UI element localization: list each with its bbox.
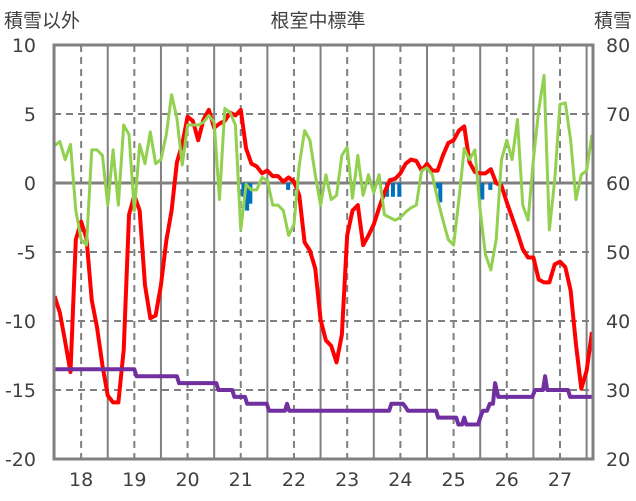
y-tick-left: -20 xyxy=(5,449,36,471)
x-tick: 24 xyxy=(388,469,412,491)
y-tick-right: 20 xyxy=(606,449,630,471)
y-tick-left: -15 xyxy=(5,380,36,402)
bar xyxy=(248,183,253,204)
y-tick-right: 60 xyxy=(606,173,630,195)
plot-frame xyxy=(52,43,595,461)
y-tick-left: 10 xyxy=(12,35,36,57)
y-tick-left: 0 xyxy=(24,173,36,195)
x-tick: 27 xyxy=(548,469,572,491)
x-tick: 20 xyxy=(175,469,199,491)
y-tick-left: -10 xyxy=(5,311,36,333)
y-tick-right: 70 xyxy=(606,104,630,126)
y-tick-right: 50 xyxy=(606,242,630,264)
series-lines xyxy=(52,73,594,427)
chart-title: 根室中標準 xyxy=(270,10,365,32)
bar xyxy=(438,183,443,203)
bar xyxy=(286,183,291,190)
bar xyxy=(241,183,246,197)
x-tick: 25 xyxy=(442,469,466,491)
bar xyxy=(397,183,402,197)
y-tick-right: 30 xyxy=(606,380,630,402)
x-tick: 23 xyxy=(335,469,359,491)
y-tick-right: 80 xyxy=(606,35,630,57)
bar xyxy=(245,183,250,211)
bar xyxy=(435,183,440,189)
left-axis-title: 積雪以外 xyxy=(4,10,80,32)
series-line-purple xyxy=(54,367,593,427)
y-tick-left: 5 xyxy=(24,104,36,126)
y-tick-right: 40 xyxy=(606,311,630,333)
bar xyxy=(488,183,493,190)
bar xyxy=(390,183,395,197)
series-line-green xyxy=(53,73,594,272)
y-tick-left: -5 xyxy=(17,242,36,264)
x-tick: 21 xyxy=(229,469,253,491)
x-tick: 19 xyxy=(122,469,146,491)
series-line-red xyxy=(52,107,594,405)
right-axis-title: 積雪 xyxy=(594,10,632,32)
x-tick: 18 xyxy=(69,469,93,491)
bar xyxy=(480,183,485,200)
x-tick: 26 xyxy=(495,469,519,491)
x-tick: 22 xyxy=(282,469,306,491)
